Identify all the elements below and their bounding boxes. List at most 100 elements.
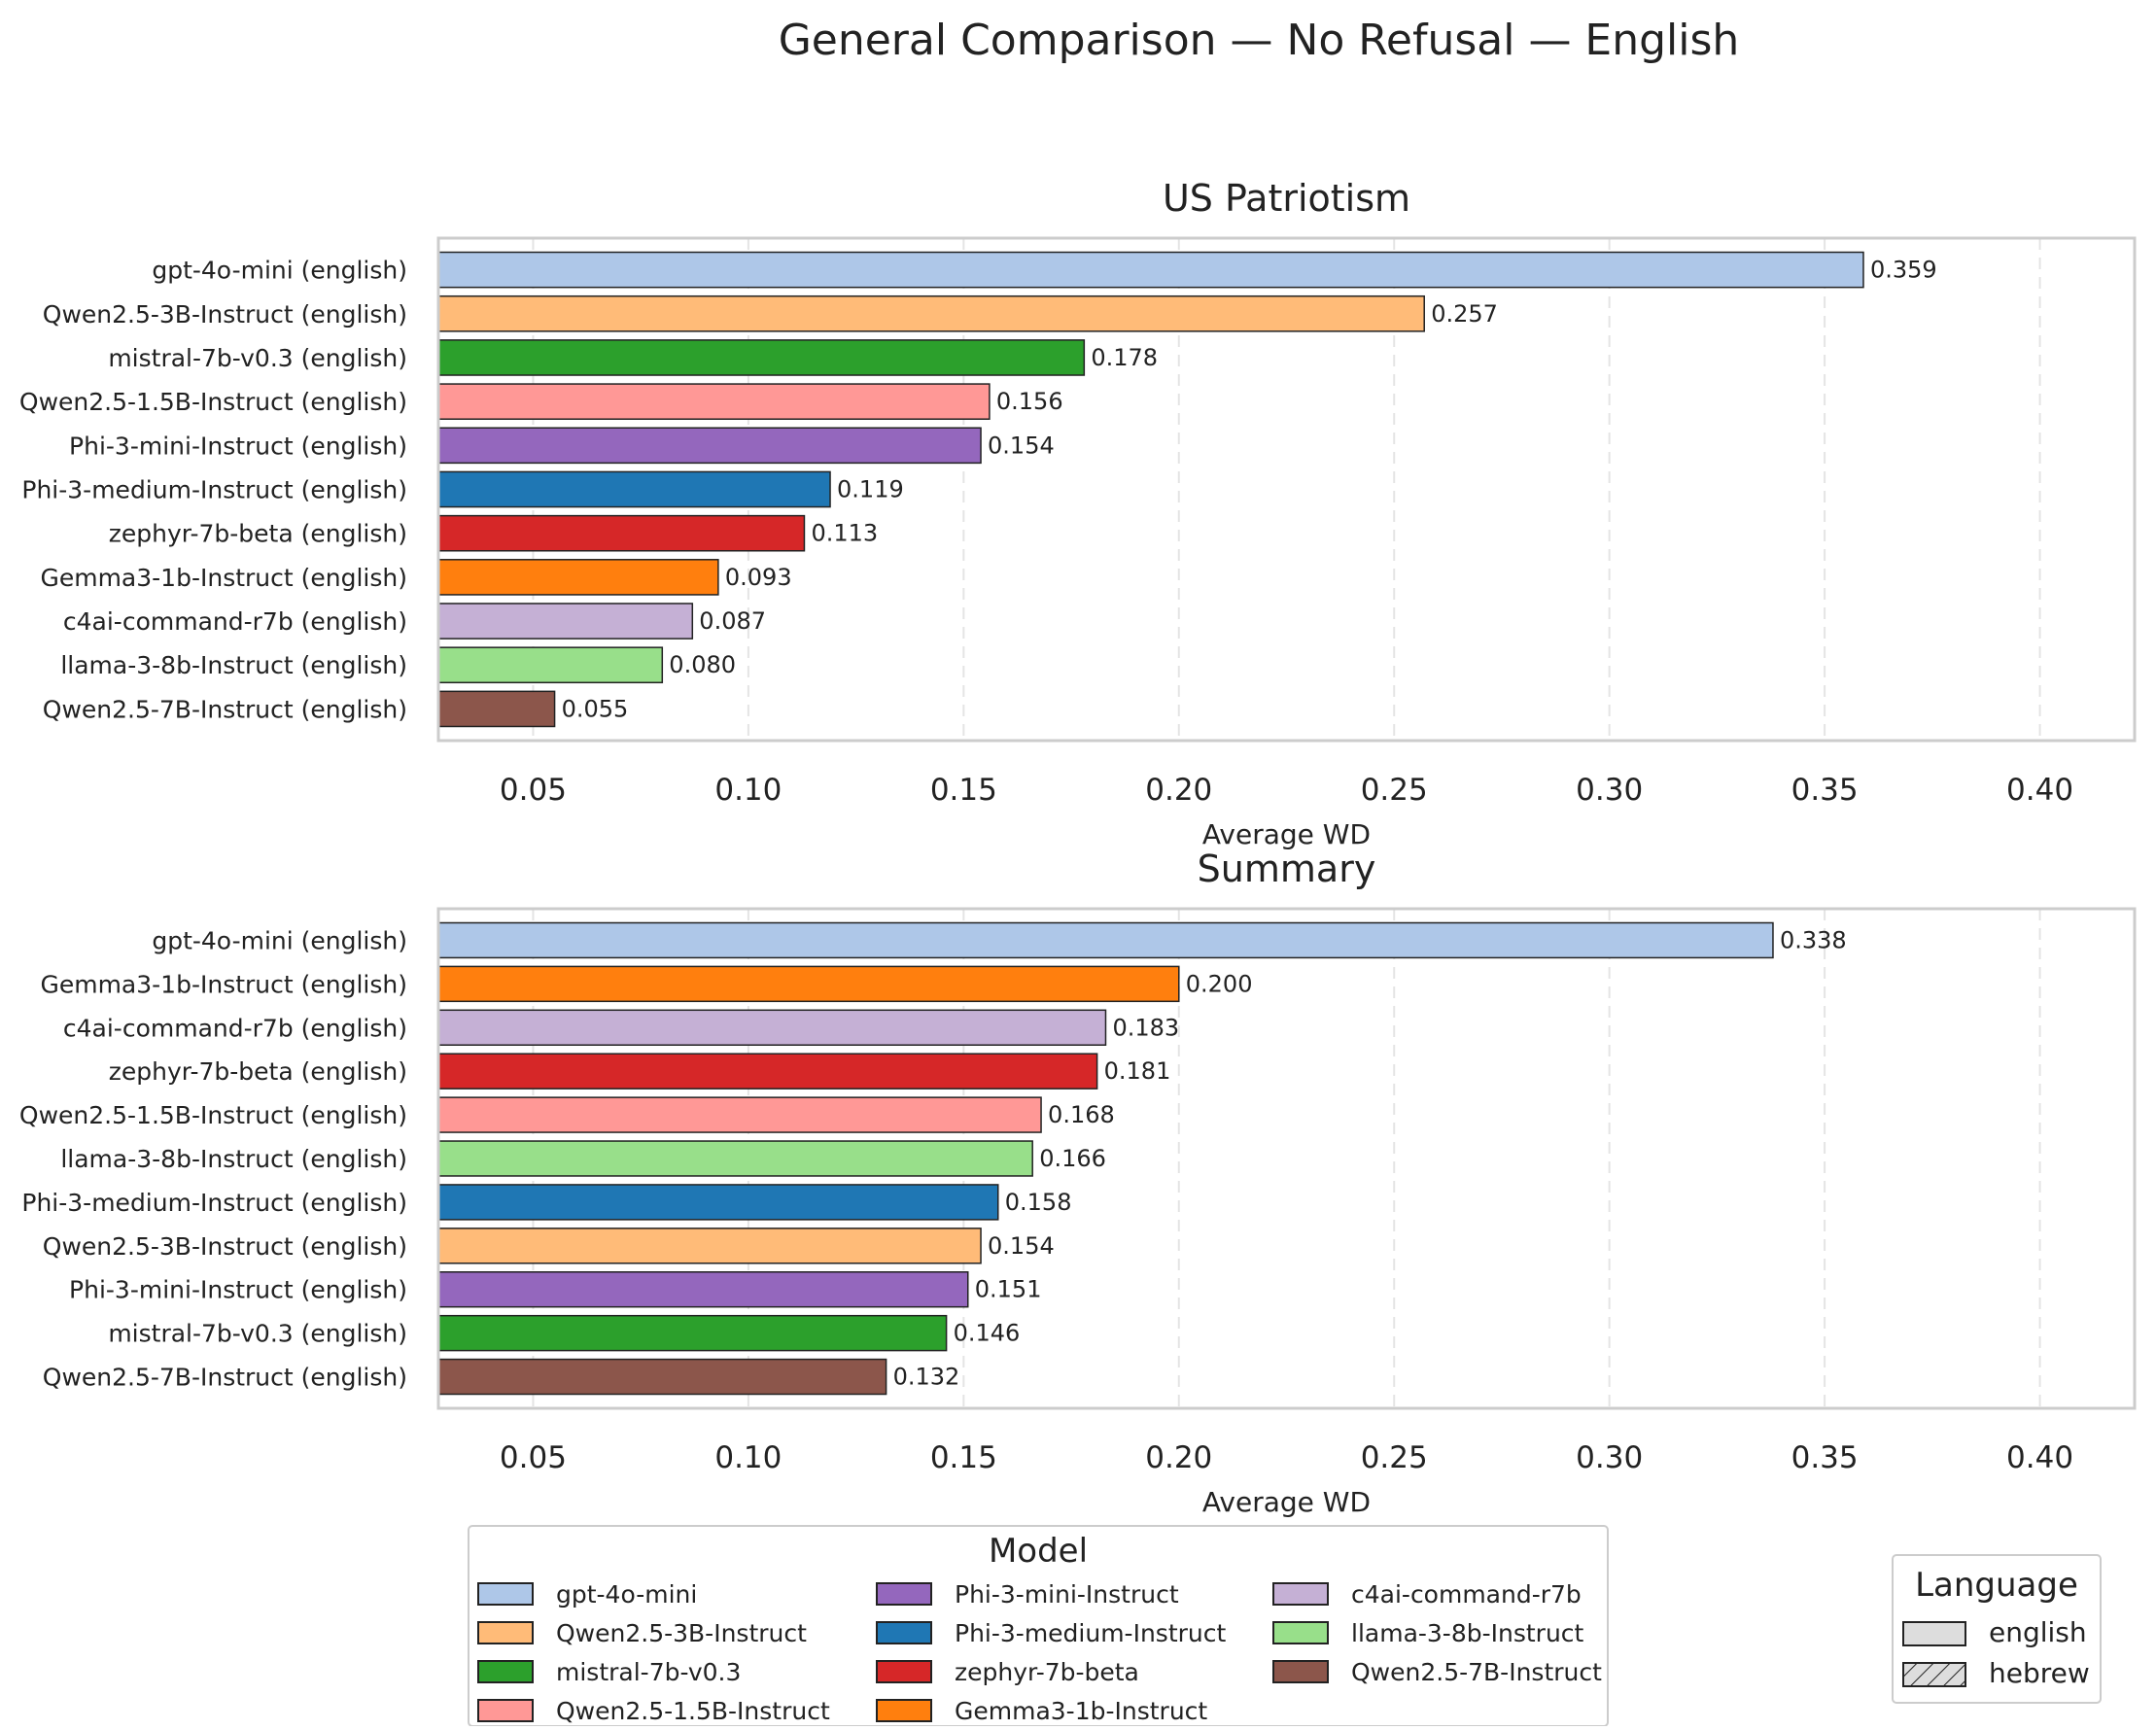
plot-frame (436, 236, 2137, 743)
bar-value-label: 0.055 (562, 695, 629, 722)
legend-label: Phi-3-mini-Instruct (955, 1580, 1179, 1609)
legend-label: Gemma3-1b-Instruct (955, 1697, 1207, 1725)
bar-value-label: 0.257 (1431, 300, 1498, 328)
legend-label: hebrew (1989, 1657, 2090, 1689)
legend-swatch (1272, 1582, 1329, 1606)
bar-value-label: 0.359 (1870, 257, 1937, 284)
x-tick-label: 0.25 (1361, 1440, 1428, 1475)
bar-value-label: 0.132 (893, 1364, 960, 1391)
bar-value-label: 0.158 (1005, 1189, 1072, 1216)
bar (437, 646, 664, 684)
chart-panels: 0.359 gpt-4o-mini (english) 0.257 Qwen2.5-3… (19, 177, 2137, 1518)
bar (437, 514, 806, 552)
bar (437, 921, 1774, 959)
x-tick-label: 0.30 (1576, 1440, 1643, 1475)
x-tick-label: 0.10 (714, 773, 782, 808)
legend-swatch (477, 1660, 534, 1683)
x-tick-label: 0.30 (1576, 773, 1643, 808)
bar (437, 603, 694, 640)
legend-swatch (876, 1621, 932, 1644)
x-tick-label: 0.25 (1361, 773, 1428, 808)
legend-swatch (1902, 1662, 1966, 1687)
bar-value-label: 0.200 (1186, 970, 1253, 997)
bar (437, 1140, 1033, 1177)
category-label: Qwen2.5-7B-Instruct (english) (43, 695, 407, 723)
bar (437, 339, 1086, 376)
bar-value-label: 0.166 (1039, 1145, 1106, 1172)
bar (437, 1271, 969, 1308)
bar (437, 1358, 887, 1396)
bar (437, 427, 982, 465)
bar (437, 690, 556, 728)
legend-label: llama-3-8b-Instruct (1351, 1619, 1584, 1647)
chart-panel-1: 0.359 gpt-4o-mini (english) 0.257 Qwen2.5-3… (19, 177, 2137, 850)
bar-value-label: 0.168 (1048, 1101, 1115, 1128)
legend-swatch (477, 1699, 534, 1722)
bar-value-label: 0.156 (996, 388, 1063, 415)
chart-panel-2: 0.338 gpt-4o-mini (english) 0.200 Gemma3-1b… (19, 848, 2137, 1518)
category-label: Gemma3-1b-Instruct (english) (40, 564, 407, 592)
category-label: gpt-4o-mini (english) (152, 926, 407, 954)
bar-value-label: 0.113 (811, 520, 878, 547)
legend-swatch (876, 1660, 932, 1683)
category-label: Qwen2.5-3B-Instruct (english) (43, 1232, 407, 1261)
x-tick-label: 0.10 (714, 1440, 782, 1475)
legend-swatch (876, 1582, 932, 1606)
bar-value-label: 0.119 (837, 476, 904, 503)
bar-value-label: 0.151 (975, 1276, 1042, 1303)
category-label: Qwen2.5-7B-Instruct (english) (43, 1364, 407, 1392)
category-label: zephyr-7b-beta (english) (109, 520, 407, 548)
x-tick-label: 0.05 (500, 773, 567, 808)
bar (437, 294, 1425, 332)
bar-value-label: 0.080 (669, 651, 736, 678)
bar (437, 559, 719, 596)
legend-label: c4ai-command-r7b (1351, 1580, 1582, 1609)
category-label: c4ai-command-r7b (english) (63, 607, 407, 636)
category-label: c4ai-command-r7b (english) (63, 1014, 407, 1042)
bar (437, 1314, 948, 1352)
bar (437, 251, 1864, 289)
legend-label: Phi-3-medium-Instruct (955, 1619, 1226, 1647)
bar-value-label: 0.093 (725, 564, 792, 591)
x-tick-label: 0.35 (1791, 1440, 1859, 1475)
plot-frame (436, 907, 2137, 1410)
category-label: llama-3-8b-Instruct (english) (60, 1145, 407, 1173)
bar-value-label: 0.183 (1112, 1014, 1179, 1041)
x-tick-label: 0.35 (1791, 773, 1859, 808)
bar (437, 1096, 1042, 1133)
bar-value-label: 0.154 (988, 432, 1055, 459)
x-tick-label: 0.40 (2006, 1440, 2073, 1475)
figure-title: General Comparison — No Refusal — Englis… (779, 16, 1740, 65)
category-label: Qwen2.5-3B-Instruct (english) (43, 300, 407, 329)
legend-swatch (477, 1582, 534, 1606)
legend-label: Qwen2.5-1.5B-Instruct (556, 1697, 830, 1725)
category-label: Phi-3-mini-Instruct (english) (69, 1276, 407, 1304)
category-label: Phi-3-mini-Instruct (english) (69, 432, 407, 460)
x-tick-label: 0.20 (1145, 773, 1212, 808)
bar-value-label: 0.181 (1104, 1057, 1171, 1085)
category-label: llama-3-8b-Instruct (english) (60, 651, 407, 679)
legend-label: Qwen2.5-7B-Instruct (1351, 1658, 1602, 1686)
category-label: Qwen2.5-1.5B-Instruct (english) (19, 388, 407, 416)
legend-label: english (1989, 1616, 2087, 1648)
category-label: Phi-3-medium-Instruct (english) (21, 476, 407, 504)
bar-value-label: 0.338 (1780, 926, 1847, 953)
category-label: Phi-3-medium-Instruct (english) (21, 1189, 407, 1217)
x-tick-label: 0.40 (2006, 773, 2073, 808)
panel-title: Summary (1198, 848, 1376, 890)
bar-value-label: 0.154 (988, 1232, 1055, 1260)
category-label: mistral-7b-v0.3 (english) (108, 1320, 407, 1348)
legend-label: mistral-7b-v0.3 (556, 1658, 741, 1686)
legend-swatch (477, 1621, 534, 1644)
legend-label: gpt-4o-mini (556, 1580, 697, 1609)
category-label: zephyr-7b-beta (english) (109, 1057, 407, 1086)
bar-value-label: 0.178 (1091, 344, 1158, 371)
bar-value-label: 0.146 (954, 1320, 1021, 1347)
panel-title: US Patriotism (1163, 177, 1410, 220)
x-tick-label: 0.20 (1145, 1440, 1212, 1475)
bar (437, 1184, 999, 1221)
bar-value-label: 0.087 (699, 607, 766, 635)
legend-swatch (1272, 1621, 1329, 1644)
